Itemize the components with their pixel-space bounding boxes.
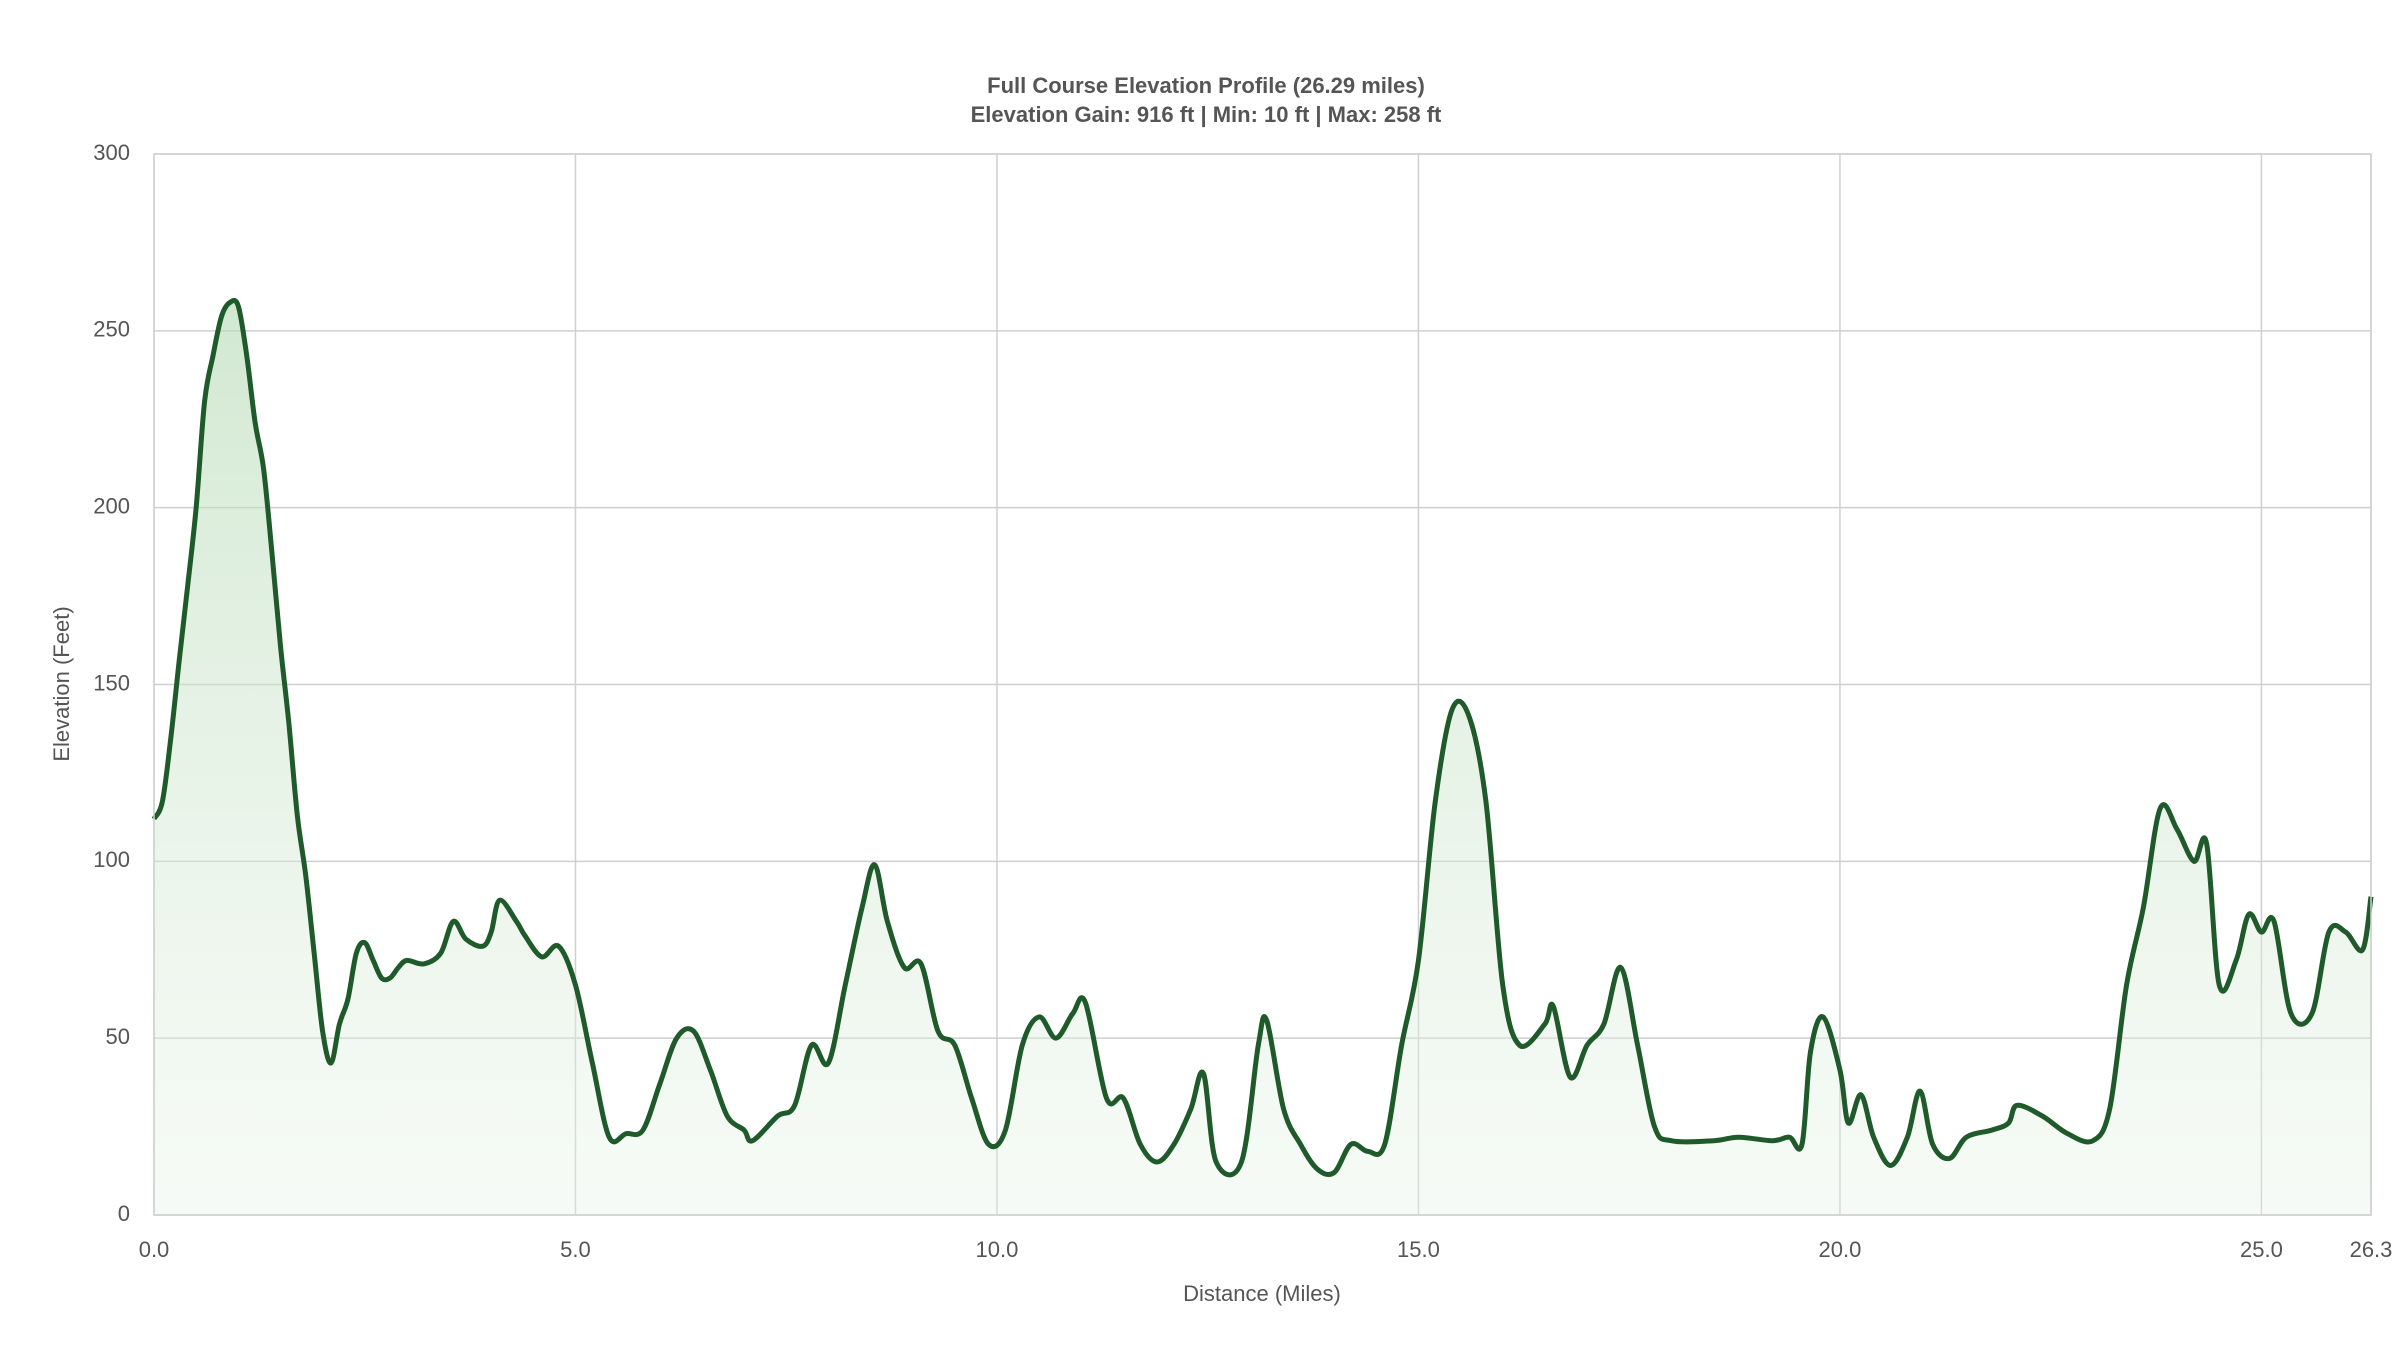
x-tick-label: 10.0 xyxy=(976,1237,1019,1262)
x-tick-label: 25.0 xyxy=(2240,1237,2283,1262)
y-tick-label: 50 xyxy=(106,1024,130,1049)
y-tick-label: 150 xyxy=(93,670,130,695)
elevation-line xyxy=(151,297,2374,1178)
y-tick-label: 0 xyxy=(118,1201,130,1226)
y-tick-label: 250 xyxy=(93,317,130,342)
chart-subtitle: Elevation Gain: 916 ft | Min: 10 ft | Ma… xyxy=(971,102,1442,127)
x-tick-label: 15.0 xyxy=(1397,1237,1440,1262)
y-tick-label: 100 xyxy=(93,847,130,872)
x-tick-label: 26.3 xyxy=(2350,1237,2393,1262)
area-fill xyxy=(154,300,2371,1215)
x-tick-label: 20.0 xyxy=(1819,1237,1862,1262)
x-tick-label: 5.0 xyxy=(560,1237,591,1262)
y-axis-label: Elevation (Feet) xyxy=(49,606,74,761)
chart-title: Full Course Elevation Profile (26.29 mil… xyxy=(987,73,1425,98)
x-axis-label: Distance (Miles) xyxy=(1183,1281,1341,1306)
x-tick-label: 0.0 xyxy=(139,1237,170,1262)
plot xyxy=(151,297,2374,1215)
y-tick-label: 300 xyxy=(93,140,130,165)
y-tick-label: 200 xyxy=(93,493,130,518)
plot-frame xyxy=(153,153,2372,1216)
